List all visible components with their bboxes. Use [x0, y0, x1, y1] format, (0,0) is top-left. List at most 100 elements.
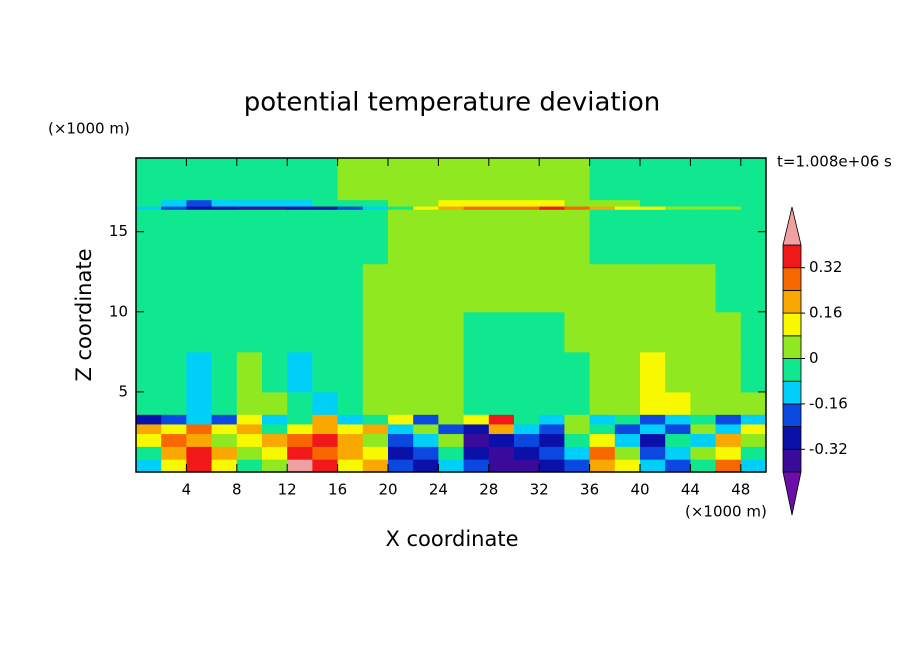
contour-cell	[186, 433, 213, 447]
contour-cell	[665, 199, 691, 207]
contour-cell	[362, 433, 389, 447]
contour-cell	[161, 351, 187, 393]
contour-cell	[589, 351, 616, 393]
contour-cell	[337, 423, 364, 435]
contour-cell	[161, 446, 187, 460]
contour-cell	[715, 423, 742, 435]
contour-cell	[388, 459, 414, 473]
contour-cell	[337, 263, 364, 313]
contour-cell	[463, 459, 490, 473]
contour-cell	[463, 158, 490, 201]
colorbar-tick-label: -0.16	[809, 394, 848, 412]
contour-cell	[413, 206, 439, 210]
contour-cell	[690, 199, 717, 207]
contour-cell	[589, 459, 616, 473]
colorbar-tick-label: 0.16	[809, 304, 842, 322]
contour-cell	[337, 459, 364, 473]
contour-cell	[161, 263, 187, 313]
contour-cell	[262, 433, 288, 447]
contour-cell	[312, 206, 339, 210]
contour-cell	[211, 459, 238, 473]
colorbar-extend-bottom	[782, 471, 802, 516]
contour-cell	[539, 351, 565, 393]
contour-cell	[740, 391, 767, 415]
contour-cell	[614, 414, 641, 425]
contour-cell	[136, 414, 162, 425]
colorbar-segment	[782, 380, 802, 405]
contour-cell	[665, 446, 691, 460]
contour-cell	[438, 209, 465, 265]
contour-cell	[715, 351, 742, 393]
contour-cell	[564, 206, 591, 210]
contour-cell	[640, 311, 666, 353]
contour-cell	[211, 199, 238, 207]
contour-cell	[388, 158, 414, 201]
contour-cell	[589, 206, 616, 210]
contour-cell	[236, 391, 263, 415]
contour-cell	[236, 158, 263, 201]
contour-cell	[312, 311, 339, 353]
contour-cell	[236, 209, 263, 265]
contour-cell	[740, 263, 767, 313]
contour-cell	[312, 263, 339, 313]
contour-cell	[564, 459, 591, 473]
contour-cell	[161, 311, 187, 353]
contour-cell	[236, 263, 263, 313]
contour-cell	[488, 391, 515, 415]
contour-cell	[514, 423, 540, 435]
contour-cell	[136, 158, 162, 201]
contour-cell	[312, 414, 339, 425]
contour-cell	[136, 433, 162, 447]
contour-cell	[463, 263, 490, 313]
contour-cell	[413, 433, 439, 447]
contour-cell	[262, 206, 288, 210]
contour-cell	[589, 209, 616, 265]
contour-cell	[337, 446, 364, 460]
contour-cell	[740, 199, 767, 207]
contour-cell	[665, 206, 691, 210]
contour-cell	[564, 423, 591, 435]
contour-cell	[539, 206, 565, 210]
contour-cell	[312, 423, 339, 435]
contour-cell	[136, 311, 162, 353]
contour-cell	[161, 423, 187, 435]
colorbar-segment	[782, 448, 802, 473]
contour-cell	[413, 459, 439, 473]
contour-cell	[690, 446, 717, 460]
contour-cell	[463, 433, 490, 447]
contour-cell	[312, 158, 339, 201]
colorbar-segment	[782, 267, 802, 291]
contour-cell	[337, 199, 364, 207]
colorbar-segment	[782, 403, 802, 427]
contour-cell	[463, 206, 490, 210]
contour-cell	[413, 209, 439, 265]
contour-cell	[262, 391, 288, 415]
x-tick-label: 16	[328, 481, 347, 499]
contour-cell	[362, 391, 389, 415]
contour-cell	[388, 263, 414, 313]
contour-cell	[262, 199, 288, 207]
colorbar-segment	[782, 244, 802, 269]
x-tick-label: 12	[278, 481, 297, 499]
contour-cell	[589, 423, 616, 435]
contour-cell	[362, 263, 389, 313]
contour-cell	[413, 311, 439, 353]
contour-cell	[312, 446, 339, 460]
contour-cell	[715, 199, 742, 207]
contour-cell	[438, 158, 465, 201]
contour-cell	[388, 199, 414, 207]
contour-cell	[715, 391, 742, 415]
contour-cell	[438, 423, 465, 435]
contour-cell	[211, 433, 238, 447]
contour-cell	[287, 209, 313, 265]
contour-cell	[287, 459, 313, 473]
contour-cell	[640, 433, 666, 447]
contour-cell	[614, 311, 641, 353]
contour-cell	[488, 459, 515, 473]
contour-cell	[136, 209, 162, 265]
contour-cell	[413, 199, 439, 207]
contour-cell	[539, 433, 565, 447]
contour-cell	[236, 433, 263, 447]
contour-cell	[136, 263, 162, 313]
contour-cell	[211, 391, 238, 415]
